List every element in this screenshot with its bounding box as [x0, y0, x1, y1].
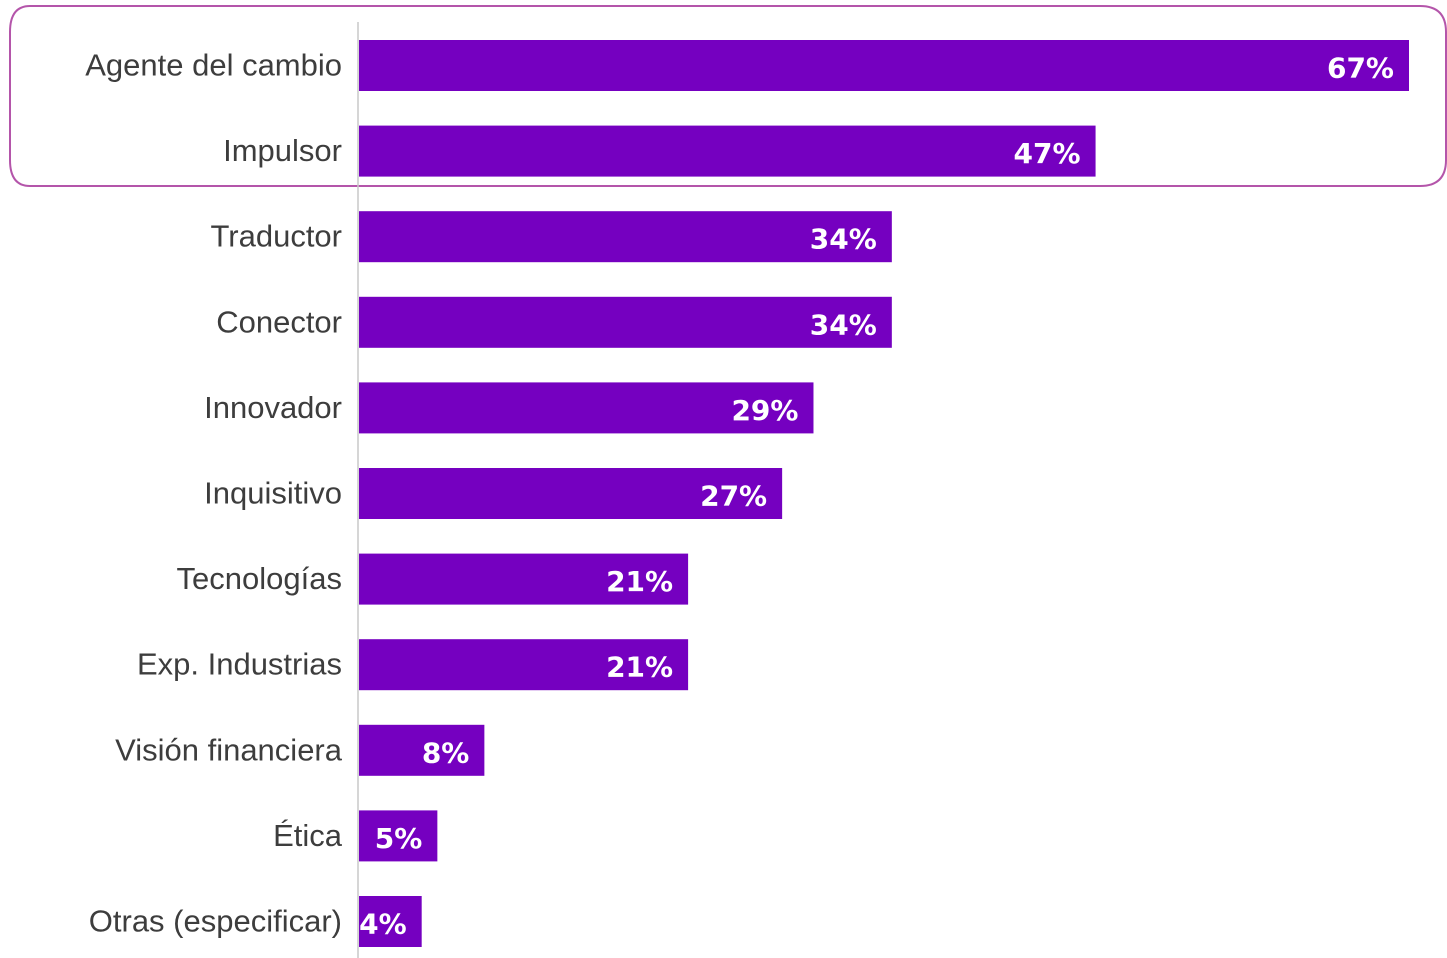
bar-vision-financiera — [359, 724, 485, 776]
value-label-traductor: 34% — [810, 223, 877, 256]
value-labels-group: 67% 47% 34% 34% 29% 27% 21% 21% 8% 5% 4% — [359, 52, 1394, 941]
value-label-impulsor: 47% — [1014, 137, 1081, 170]
category-label-tecnologias: Tecnologías — [177, 561, 342, 596]
highlight-box — [9, 5, 1447, 187]
bar-exp-industrias — [359, 639, 689, 691]
value-label-etica: 5% — [375, 822, 423, 855]
value-label-inquisitivo: 27% — [700, 480, 767, 513]
value-label-otras-especificar: 4% — [359, 908, 407, 941]
bars-group — [359, 40, 1409, 947]
category-label-conector: Conector — [216, 304, 342, 339]
category-label-inquisitivo: Inquisitivo — [204, 476, 342, 511]
category-labels-group: Agente del cambio Impulsor Traductor Conect… — [85, 48, 343, 939]
bar-inquisitivo — [359, 468, 783, 519]
category-label-traductor: Traductor — [210, 219, 342, 254]
category-label-vision-financiera: Visión financiera — [115, 732, 343, 767]
category-label-exp-industrias: Exp. Industrias — [137, 647, 342, 682]
value-label-exp-industrias: 21% — [606, 651, 673, 684]
bar-conector — [359, 296, 892, 348]
value-label-conector: 34% — [810, 308, 877, 341]
category-label-otras-especificar: Otras (especificar) — [89, 904, 342, 939]
bar-agente-del-cambio — [359, 40, 1409, 91]
value-label-agente-del-cambio: 67% — [1327, 52, 1394, 85]
category-label-impulsor: Impulsor — [223, 133, 342, 168]
bar-otras-especificar — [359, 896, 422, 947]
value-label-tecnologias: 21% — [606, 565, 673, 598]
bar-etica — [359, 810, 438, 862]
bar-innovador — [359, 382, 814, 434]
value-label-innovador: 29% — [731, 394, 798, 427]
category-label-innovador: Innovador — [204, 390, 342, 425]
bar-impulsor — [359, 125, 1096, 177]
category-label-etica: Ética — [273, 818, 343, 853]
bar-traductor — [359, 211, 892, 263]
bar-tecnologias — [359, 553, 689, 605]
value-label-vision-financiera: 8% — [422, 736, 470, 769]
category-label-agente-del-cambio: Agente del cambio — [85, 48, 342, 83]
